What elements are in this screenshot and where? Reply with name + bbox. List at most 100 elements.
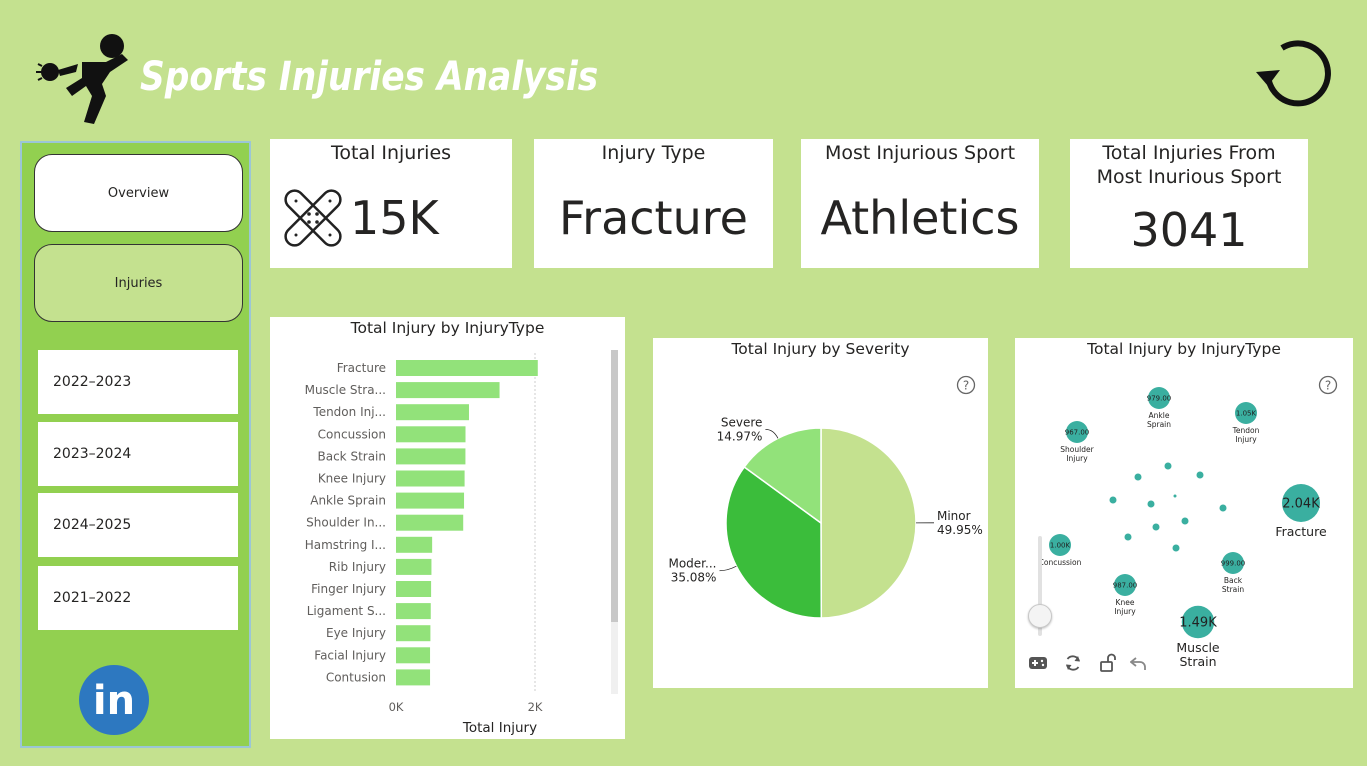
bubble[interactable] xyxy=(1114,574,1136,596)
pie-slice[interactable] xyxy=(820,427,917,619)
kpi-most-injurious-sport-title: Most Injurious Sport xyxy=(824,142,1016,164)
bubble-category-label: Strain xyxy=(1179,654,1216,669)
reset-icon[interactable] xyxy=(1252,34,1336,110)
bar-category-label: Rib Injury xyxy=(329,560,386,574)
bubble-value-label: 979.00 xyxy=(1147,395,1172,403)
bubble-category-label: Sprain xyxy=(1147,420,1171,429)
bar[interactable] xyxy=(396,558,432,575)
undo-icon[interactable] xyxy=(1130,654,1148,672)
bubble[interactable] xyxy=(1066,421,1088,443)
bubble-value-label: 987.00 xyxy=(1113,582,1138,590)
gamepad-icon[interactable] xyxy=(1028,654,1048,672)
bar[interactable] xyxy=(396,382,500,399)
pie-slice-label: Moder... xyxy=(668,557,716,571)
pie-slice[interactable] xyxy=(743,427,822,525)
year-button-2021-2022[interactable]: 2021–2022 xyxy=(38,566,238,630)
bar-category-label: Eye Injury xyxy=(326,626,386,640)
bubble-help-icon[interactable]: ? xyxy=(1318,375,1338,395)
bar-category-label: Tendon Inj... xyxy=(312,405,386,419)
bar-scrollbar-thumb[interactable] xyxy=(611,350,618,622)
bandage-icon xyxy=(284,189,342,247)
bubble[interactable] xyxy=(1235,402,1257,424)
app-title: Sports Injuries Analysis xyxy=(140,54,599,100)
kpi-total-from-sport-value: 3041 xyxy=(1130,203,1248,257)
bar-category-label: Knee Injury xyxy=(318,472,386,486)
bar[interactable] xyxy=(396,426,466,443)
bubble-category-label: Muscle xyxy=(1176,640,1220,655)
bar-category-label: Hamstring I... xyxy=(305,538,386,552)
linkedin-icon[interactable]: in xyxy=(78,664,150,736)
bar-category-label: Muscle Stra... xyxy=(305,383,386,397)
bar[interactable] xyxy=(396,470,465,487)
bar-x-tick-label: 2K xyxy=(528,700,543,714)
bubble-category-label: Strain xyxy=(1222,585,1244,594)
pie-leader-line xyxy=(719,565,737,572)
bar[interactable] xyxy=(396,581,432,597)
injuries-button[interactable]: Injuries xyxy=(34,244,243,322)
pie-leader-line xyxy=(765,428,779,439)
linkedin-text: in xyxy=(93,678,135,724)
bubble-category-label: Knee xyxy=(1116,598,1135,607)
year-button-2024-2025[interactable]: 2024–2025 xyxy=(38,493,238,557)
bar-category-label: Contusion xyxy=(326,670,386,684)
bar[interactable] xyxy=(396,404,469,421)
pie-chart-title: Total Injury by Severity xyxy=(731,340,910,358)
bubble-value-label: 1.49K xyxy=(1179,616,1217,631)
bar[interactable] xyxy=(396,669,431,686)
unlock-icon[interactable] xyxy=(1098,653,1116,673)
pie-help-icon[interactable]: ? xyxy=(956,375,976,395)
bubble-chart-title: Total Injury by InjuryType xyxy=(1087,340,1281,358)
bubble-category-label: Ankle xyxy=(1149,411,1170,420)
bar-category-label: Facial Injury xyxy=(314,648,386,662)
kpi-total-from-sport-card: Total Injuries From Most Inurious Sport … xyxy=(1070,139,1308,268)
bubble-dot xyxy=(1134,473,1142,481)
svg-text:?: ? xyxy=(963,379,969,393)
bubble[interactable] xyxy=(1222,552,1244,574)
svg-text:?: ? xyxy=(1325,379,1331,393)
kpi-total-from-sport-title: Total Injuries From Most Inurious Sport xyxy=(1096,142,1282,188)
bubble-chart: 2.04KFracture1.49KMuscleStrain1.05KTendo… xyxy=(1039,387,1327,669)
bar[interactable] xyxy=(396,514,464,531)
bar-x-tick-label: 0K xyxy=(389,700,404,714)
pie-chart-card: Total Injury by Severity ? Minor 49.95% Mo… xyxy=(653,338,988,688)
bubble-category-label: Fracture xyxy=(1275,524,1327,539)
bar[interactable] xyxy=(396,448,466,465)
sidebar: Overview Injuries 2022–2023 2023–2024 20… xyxy=(20,141,251,748)
bar-chart-title: Total Injury by InjuryType xyxy=(350,319,545,337)
bubble-category-label: Injury xyxy=(1235,435,1257,444)
bubble-dot xyxy=(1181,517,1189,525)
bar[interactable] xyxy=(396,603,431,620)
bubble[interactable] xyxy=(1282,484,1320,522)
kpi-most-injurious-sport-value: Athletics xyxy=(820,191,1020,245)
bar[interactable] xyxy=(396,492,465,509)
bubble-dot xyxy=(1196,471,1204,479)
pie-slice-label: Severe xyxy=(721,415,763,429)
zoom-slider[interactable] xyxy=(1028,536,1052,636)
bar-category-label: Concussion xyxy=(318,427,386,441)
refresh-icon[interactable] xyxy=(1063,653,1083,673)
bubble-value-label: 1.05K xyxy=(1236,410,1257,418)
bar[interactable] xyxy=(396,625,431,642)
bar[interactable] xyxy=(396,536,433,553)
zoom-slider-handle[interactable] xyxy=(1028,604,1052,628)
overview-button[interactable]: Overview xyxy=(34,154,243,232)
bubble-dot xyxy=(1172,544,1180,552)
bubble-dot xyxy=(1164,462,1172,470)
kpi-total-injuries-value: 15K xyxy=(350,191,439,245)
pie-percent-label: 49.95% xyxy=(937,523,983,537)
bar[interactable] xyxy=(396,360,538,376)
bubble-dot xyxy=(1219,504,1227,512)
kpi-injury-type-title: Injury Type xyxy=(601,142,706,164)
bubble-dot xyxy=(1147,500,1155,508)
bubble-category-label: Concussion xyxy=(1039,558,1082,567)
bubble-value-label: 2.04K xyxy=(1282,497,1320,512)
year-button-2022-2023[interactable]: 2022–2023 xyxy=(38,350,238,414)
kpi-total-injuries-card: Total Injuries 15K xyxy=(270,139,512,268)
bubble[interactable] xyxy=(1148,387,1170,409)
bubble[interactable] xyxy=(1181,605,1215,639)
bar[interactable] xyxy=(396,647,431,664)
year-button-2023-2024[interactable]: 2023–2024 xyxy=(38,422,238,486)
bubble-category-label: Injury xyxy=(1114,607,1136,616)
bubble[interactable] xyxy=(1049,534,1071,556)
